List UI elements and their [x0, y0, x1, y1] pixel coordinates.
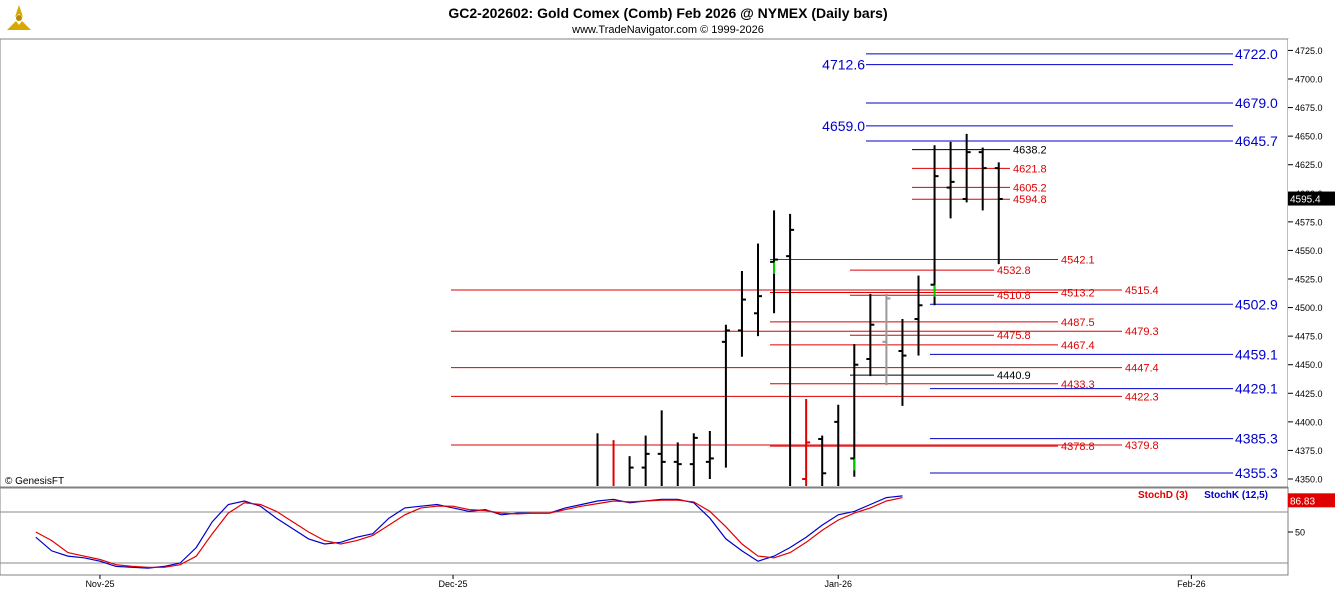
level-label-11: 4515.4 [1125, 285, 1159, 297]
last-price-label: 4595.4 [1290, 195, 1321, 206]
level-label-27: 4378.8 [1061, 441, 1095, 453]
price-bar-18 [882, 293, 891, 386]
price-tick-label-6: 4500.0 [1295, 303, 1323, 313]
stochastic-panel: StochD (3) StochK (12,5) 50 86.83 [0, 487, 1335, 576]
date-label-3: Feb-26 [1177, 579, 1206, 589]
level-label-17: 4475.8 [997, 330, 1031, 342]
level-label-21: 4440.9 [997, 370, 1031, 382]
level-label-28: 4355.3 [1235, 465, 1278, 481]
price-bar-7 [705, 431, 714, 479]
level-label-3: 4659.0 [822, 118, 865, 134]
stoch-k-legend: StochK (12,5) [1204, 490, 1268, 501]
price-bar-11 [770, 210, 779, 314]
price-bar-2 [628, 456, 634, 486]
price-bar-3 [641, 435, 650, 486]
level-label-20: 4447.4 [1125, 363, 1159, 375]
price-bar-13 [802, 399, 811, 486]
chart-subtitle: www.TradeNavigator.com © 1999-2026 [571, 24, 764, 36]
price-bar-24 [978, 147, 987, 211]
level-label-14: 4502.9 [1235, 296, 1278, 312]
price-tick-label-13: 4675.0 [1295, 103, 1323, 113]
level-label-25: 4385.3 [1235, 431, 1278, 447]
level-label-16: 4479.3 [1125, 326, 1159, 338]
level-label-6: 4621.8 [1013, 163, 1047, 175]
price-bar-14 [818, 435, 827, 486]
watermark: © GenesisFT [5, 476, 64, 487]
stoch-layer [35, 495, 903, 569]
price-tick-label-12: 4650.0 [1295, 132, 1323, 142]
price-tick-label-5: 4475.0 [1295, 332, 1323, 342]
price-axis: 4350.0 4375.0 4400.0 4425.0 4450.0 4475.0 4500… [1288, 39, 1336, 487]
level-label-4: 4645.7 [1235, 133, 1278, 149]
price-bar-6 [689, 433, 698, 486]
stoch-d-line [35, 497, 903, 568]
price-bar-16 [850, 344, 859, 477]
level-label-22: 4433.3 [1061, 379, 1095, 391]
price-bar-25 [994, 162, 1003, 265]
date-axis: Nov-25 Dec-25 Jan-26 Feb-26 [0, 574, 1288, 589]
level-label-13: 4510.8 [997, 290, 1031, 302]
price-tick-label-1: 4375.0 [1295, 446, 1323, 456]
price-bar-23 [962, 133, 971, 203]
price-bar-10 [754, 243, 762, 337]
price-bar-5 [673, 442, 682, 486]
price-bar-12 [786, 213, 795, 486]
price-tick-label-8: 4550.0 [1295, 246, 1323, 256]
price-bar-19 [898, 319, 907, 406]
price-tick-label-9: 4575.0 [1295, 217, 1323, 227]
price-tick-label-7: 4525.0 [1295, 275, 1323, 285]
level-label-10: 4532.8 [997, 265, 1031, 277]
stoch-d-legend: StochD (3) [1138, 490, 1188, 501]
level-label-12: 4513.2 [1061, 287, 1095, 299]
price-bar-20 [914, 275, 923, 356]
date-label-1: Dec-25 [439, 579, 468, 589]
chart-title: GC2-202602: Gold Comex (Comb) Feb 2026 @… [448, 5, 887, 21]
stoch-value-label: 86.83 [1290, 496, 1315, 507]
stoch-k-line [35, 495, 903, 569]
stoch-tick-label-0: 50 [1295, 528, 1305, 538]
date-label-2: Jan-26 [824, 579, 852, 589]
date-label-0: Nov-25 [85, 579, 114, 589]
levels-layer: 4722.0 4712.6 4679.0 4659.0 4645.7 4638.2 4621… [451, 46, 1278, 481]
price-bar-15 [834, 404, 840, 486]
price-panel: 4722.0 4712.6 4679.0 4659.0 4645.7 4638.2 4621… [0, 38, 1336, 488]
price-bar-9 [737, 271, 746, 357]
price-plot-area [0, 38, 1289, 488]
price-tick-label-3: 4425.0 [1295, 389, 1323, 399]
price-bar-8 [721, 324, 730, 468]
price-bar-22 [946, 141, 955, 219]
level-label-23: 4429.1 [1235, 381, 1278, 397]
price-tick-label-11: 4625.0 [1295, 160, 1323, 170]
stoch-value-badge [1288, 493, 1335, 508]
brand-logo [4, 3, 34, 33]
level-label-19: 4459.1 [1235, 346, 1278, 362]
level-label-5: 4638.2 [1013, 145, 1047, 157]
price-bar-4 [657, 410, 666, 486]
price-tick-label-14: 4700.0 [1295, 75, 1323, 85]
price-bar-17 [866, 293, 875, 377]
level-label-1: 4712.6 [822, 57, 865, 73]
level-label-8: 4594.8 [1013, 194, 1047, 206]
price-tick-label-4: 4450.0 [1295, 360, 1323, 370]
level-label-9: 4542.1 [1061, 254, 1095, 266]
price-tick-label-15: 4725.0 [1295, 46, 1323, 56]
level-label-26: 4379.8 [1125, 440, 1159, 452]
level-label-2: 4679.0 [1235, 95, 1278, 111]
stoch-axis: 50 86.83 [1288, 493, 1335, 538]
level-label-24: 4422.3 [1125, 391, 1159, 403]
bars-layer [596, 133, 1003, 486]
level-label-7: 4605.2 [1013, 182, 1047, 194]
price-tick-label-0: 4350.0 [1295, 475, 1323, 485]
price-tick-label-2: 4400.0 [1295, 417, 1323, 427]
level-label-0: 4722.0 [1235, 46, 1278, 62]
price-bar-21 [930, 145, 939, 306]
level-label-15: 4487.5 [1061, 317, 1095, 329]
last-price-badge [1288, 191, 1335, 206]
level-label-18: 4467.4 [1061, 340, 1095, 352]
